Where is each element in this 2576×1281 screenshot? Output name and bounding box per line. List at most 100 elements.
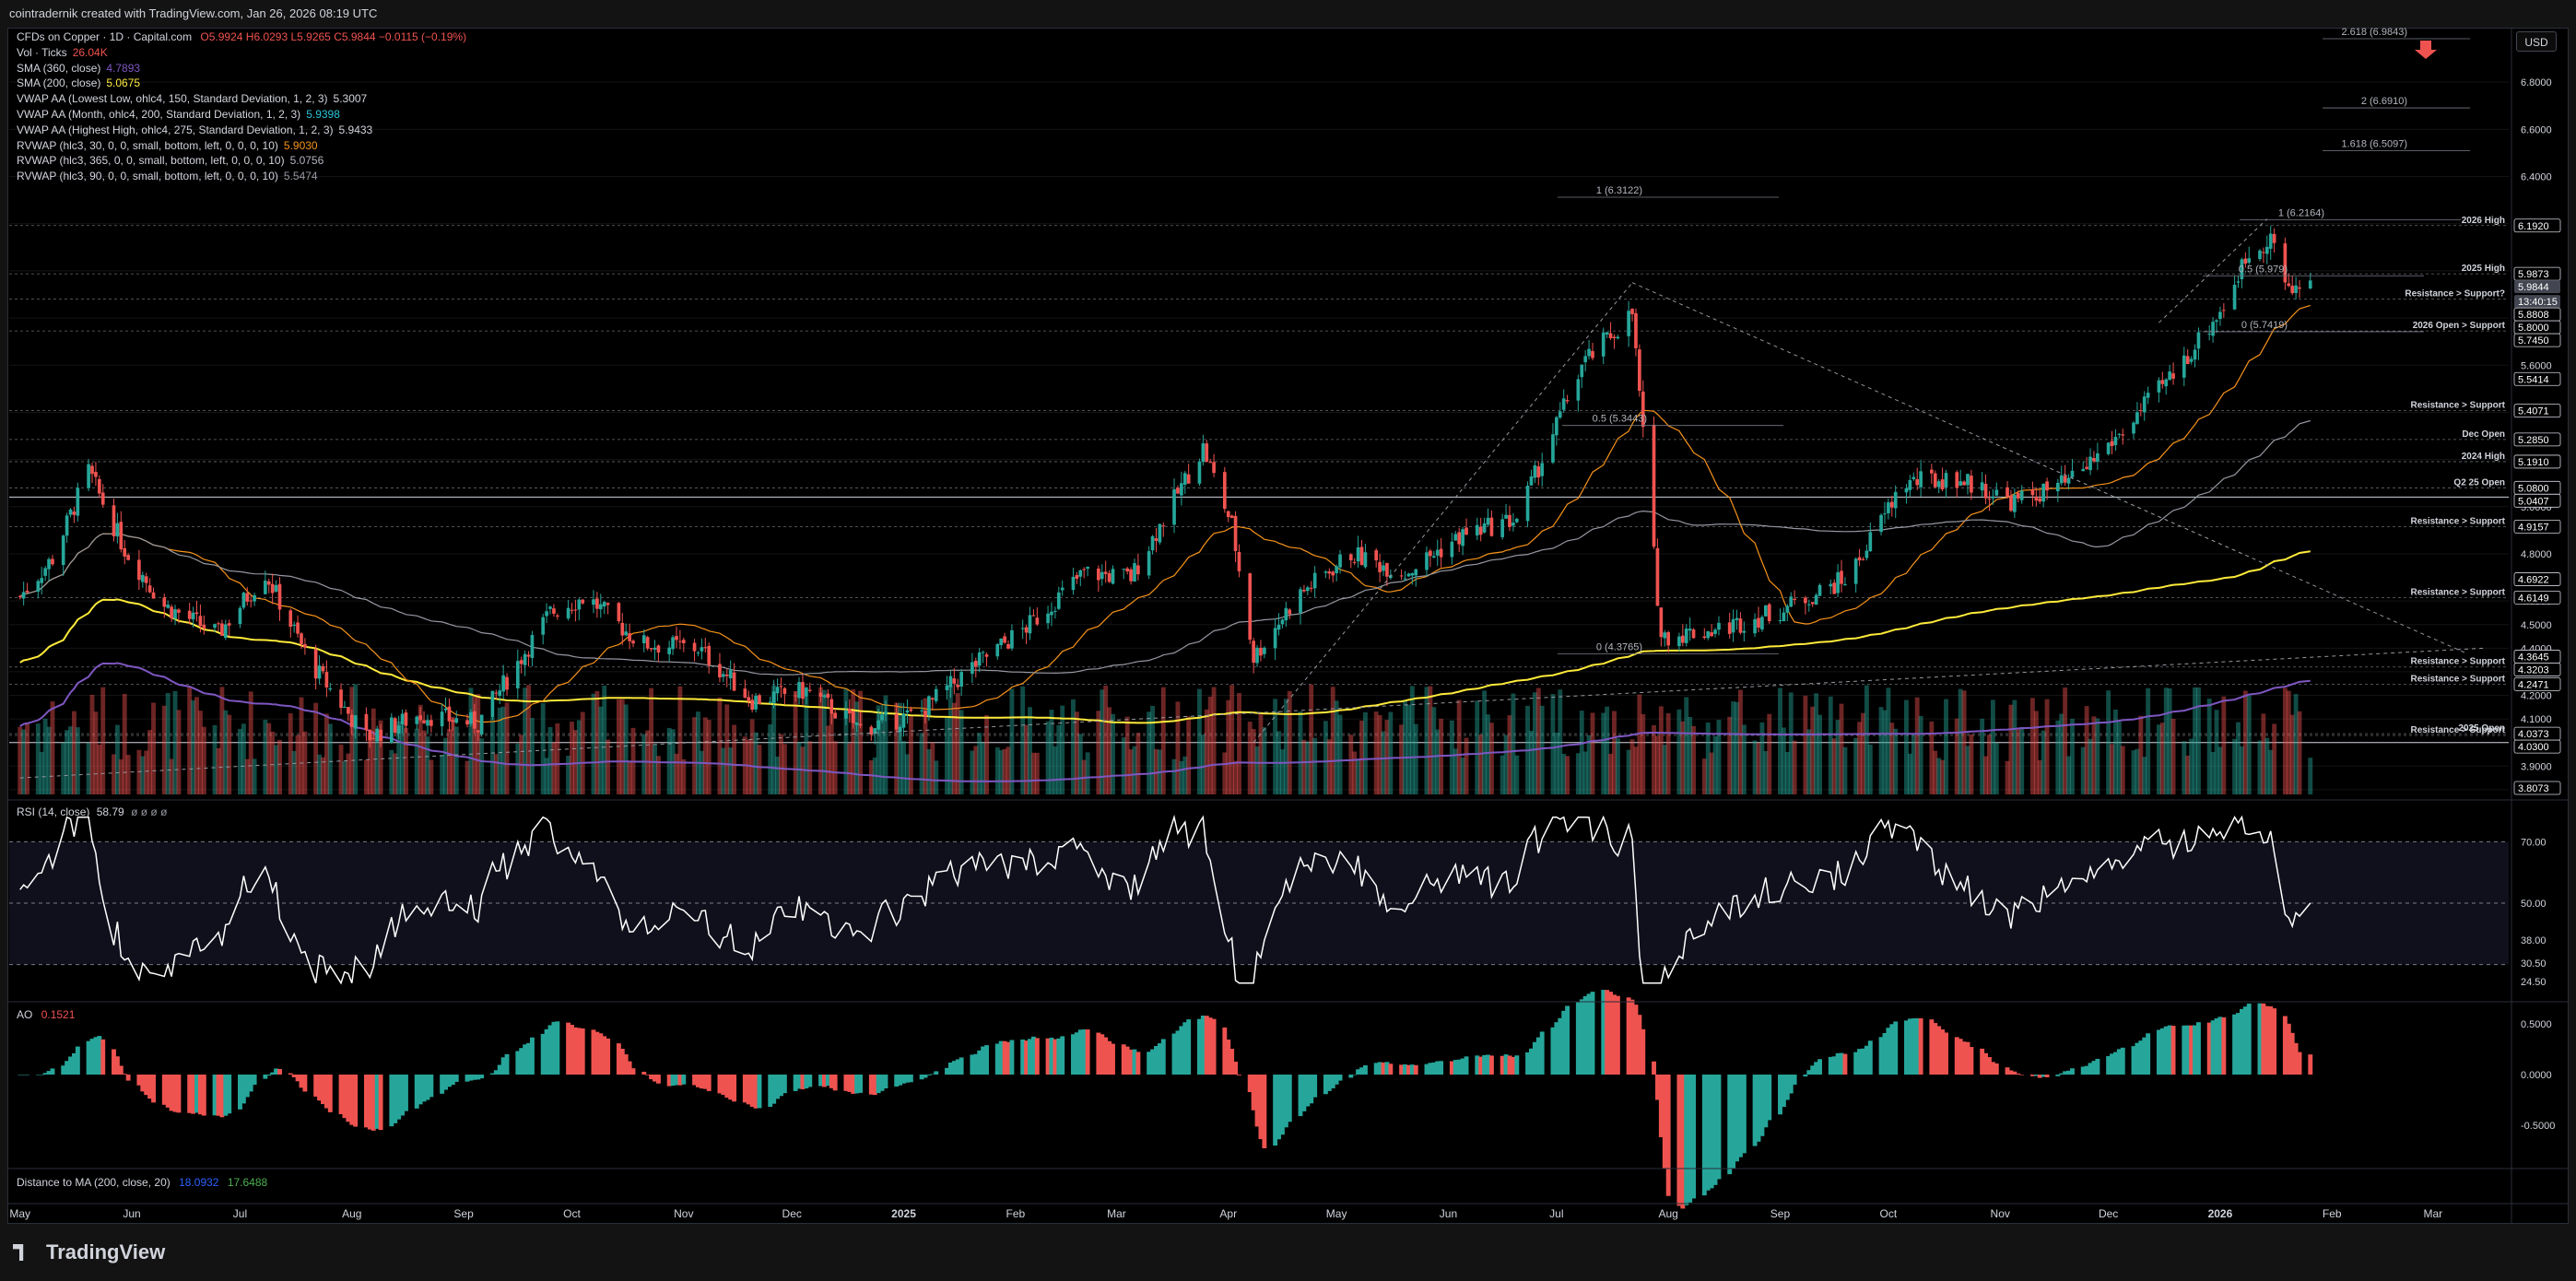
candle xyxy=(94,462,98,487)
ao-bar xyxy=(749,1075,755,1107)
ao-bar xyxy=(2142,1037,2147,1075)
price-label-text: 4.9157 xyxy=(2518,522,2549,533)
volume-bar xyxy=(1907,753,1912,794)
fib-label: 0 (5.7419) xyxy=(2241,320,2288,331)
legend-line-0[interactable]: Vol · Ticks 26.04K xyxy=(17,45,466,61)
candle xyxy=(1677,632,1681,652)
price-label-text: 4.3645 xyxy=(2518,652,2549,663)
ao-bar xyxy=(919,1075,924,1080)
candle-body xyxy=(119,522,124,550)
ao-bar xyxy=(825,1075,830,1087)
volume-bar xyxy=(994,746,1000,794)
ao-bar xyxy=(616,1043,621,1075)
candle xyxy=(1627,300,1630,347)
currency-button[interactable]: USD xyxy=(2516,31,2557,52)
volume-bar xyxy=(951,702,957,794)
candle xyxy=(1659,607,1664,647)
candle-body xyxy=(177,609,181,613)
legend-line-2[interactable]: SMA (200, close) 5.0675 xyxy=(17,76,466,91)
candle xyxy=(1962,480,1966,486)
legend-line-7[interactable]: RVWAP (hlc3, 365, 0, 0, small, bottom, l… xyxy=(17,153,466,169)
candle-body xyxy=(43,568,47,576)
candle-body xyxy=(1778,619,1782,621)
volume-bar xyxy=(1658,706,1664,794)
candle-body xyxy=(2038,498,2042,502)
candle-body xyxy=(400,713,405,725)
candle-body xyxy=(1804,597,1807,604)
volume-bar xyxy=(1933,750,1938,794)
candle-body xyxy=(1229,515,1234,518)
legend-symbol-row[interactable]: CFDs on Copper · 1D · Capital.com O5.992… xyxy=(17,29,466,45)
ao-bar xyxy=(1175,1030,1181,1075)
ao-bar xyxy=(858,1075,864,1093)
chart-frame[interactable] xyxy=(7,28,2569,1224)
ao-bar xyxy=(61,1065,66,1075)
candle xyxy=(18,594,22,600)
ao-bar xyxy=(1535,1037,1541,1075)
volume-bar xyxy=(75,727,80,794)
ao-bar xyxy=(1752,1075,1758,1146)
ao-bar xyxy=(2289,1032,2295,1075)
candle xyxy=(2215,319,2218,334)
candle xyxy=(300,631,303,650)
candle xyxy=(2081,461,2086,472)
volume-bar xyxy=(1135,733,1141,794)
rsi-legend[interactable]: RSI (14, close) 58.79 ø ø ø ø xyxy=(17,805,167,818)
legend-line-value: 5.9030 xyxy=(283,138,318,152)
ao-bar xyxy=(544,1028,549,1075)
volume-bar xyxy=(1575,753,1581,794)
candle-body xyxy=(984,654,989,657)
legend-line-1[interactable]: SMA (360, close) 4.7893 xyxy=(17,61,466,76)
candle xyxy=(1980,472,1984,498)
volume-bar xyxy=(1784,752,1790,794)
candle-body xyxy=(1056,592,1061,609)
candle-body xyxy=(339,689,343,709)
candle xyxy=(1348,553,1353,569)
legend-line-6[interactable]: RVWAP (hlc3, 30, 0, 0, small, bottom, le… xyxy=(17,138,466,154)
candle-body xyxy=(2096,452,2100,463)
legend-line-5[interactable]: VWAP AA (Highest High, ohlc4, 275, Stand… xyxy=(17,123,466,138)
volume-bar xyxy=(898,702,903,794)
candle xyxy=(2264,235,2269,264)
candle xyxy=(1233,511,1238,562)
ao-bar xyxy=(1377,1062,1382,1075)
candle-body xyxy=(1429,550,1432,557)
volume-bar xyxy=(1171,758,1177,794)
ao-bar xyxy=(1071,1034,1076,1075)
candle-body xyxy=(1684,629,1688,643)
candle xyxy=(1680,624,1685,647)
ao-bar xyxy=(829,1075,834,1088)
volume-bar xyxy=(389,749,394,794)
legend-line-3[interactable]: VWAP AA (Lowest Low, ohlc4, 150, Standar… xyxy=(17,91,466,107)
distance-value-2: 17.6488 xyxy=(227,1176,268,1189)
volume-bar xyxy=(1384,720,1390,794)
volume-bar xyxy=(1605,706,1610,794)
legend-line-8[interactable]: RVWAP (hlc3, 90, 0, 0, small, bottom, le… xyxy=(17,169,466,184)
ao-bar xyxy=(1323,1075,1328,1095)
volume-bar xyxy=(771,685,777,794)
candle-body xyxy=(321,665,325,672)
volume-bar xyxy=(1233,760,1239,794)
candle xyxy=(1024,624,1029,645)
legend-line-4[interactable]: VWAP AA (Month, ohlc4, 200, Standard Dev… xyxy=(17,107,466,123)
fib-label: 0 (4.3765) xyxy=(1596,641,1642,652)
candle-body xyxy=(440,711,444,727)
candle xyxy=(1551,423,1555,464)
candle-body xyxy=(722,674,725,677)
volume-bar xyxy=(1864,685,1869,794)
rsi-eye-icons[interactable]: ø ø ø ø xyxy=(131,805,168,818)
volume-bar xyxy=(1287,690,1292,794)
grid-layer xyxy=(9,81,2509,791)
volume-bar xyxy=(623,704,629,794)
ao-bar xyxy=(1867,1040,1873,1075)
tradingview-logo[interactable]: TradingView xyxy=(13,1240,165,1264)
candle xyxy=(2171,362,2175,385)
ao-bar xyxy=(945,1067,949,1075)
distance-legend[interactable]: Distance to MA (200, close, 20) 18.0932 … xyxy=(17,1176,267,1189)
legend-line-value: 26.04K xyxy=(72,45,108,59)
rsi-tick-label: 38.00 xyxy=(2521,935,2547,946)
candle xyxy=(177,607,181,624)
ao-legend[interactable]: AO 0.1521 xyxy=(17,1008,75,1021)
